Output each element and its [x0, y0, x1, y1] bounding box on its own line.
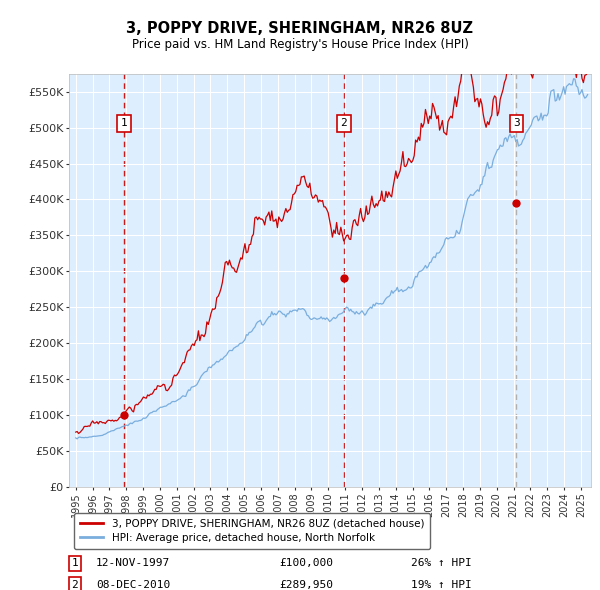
- Text: 12-NOV-1997: 12-NOV-1997: [96, 559, 170, 568]
- Text: 19% ↑ HPI: 19% ↑ HPI: [411, 580, 472, 589]
- Text: 26% ↑ HPI: 26% ↑ HPI: [411, 559, 472, 568]
- Text: 2: 2: [341, 119, 347, 128]
- Legend: 3, POPPY DRIVE, SHERINGHAM, NR26 8UZ (detached house), HPI: Average price, detac: 3, POPPY DRIVE, SHERINGHAM, NR26 8UZ (de…: [74, 513, 430, 549]
- Text: 3: 3: [513, 119, 520, 128]
- Text: 3, POPPY DRIVE, SHERINGHAM, NR26 8UZ: 3, POPPY DRIVE, SHERINGHAM, NR26 8UZ: [127, 21, 473, 35]
- Text: Price paid vs. HM Land Registry's House Price Index (HPI): Price paid vs. HM Land Registry's House …: [131, 38, 469, 51]
- Text: 1: 1: [121, 119, 127, 128]
- Text: £100,000: £100,000: [279, 559, 333, 568]
- Text: 1: 1: [71, 559, 79, 568]
- Text: 08-DEC-2010: 08-DEC-2010: [96, 580, 170, 589]
- Text: £289,950: £289,950: [279, 580, 333, 589]
- Text: 2: 2: [71, 580, 79, 589]
